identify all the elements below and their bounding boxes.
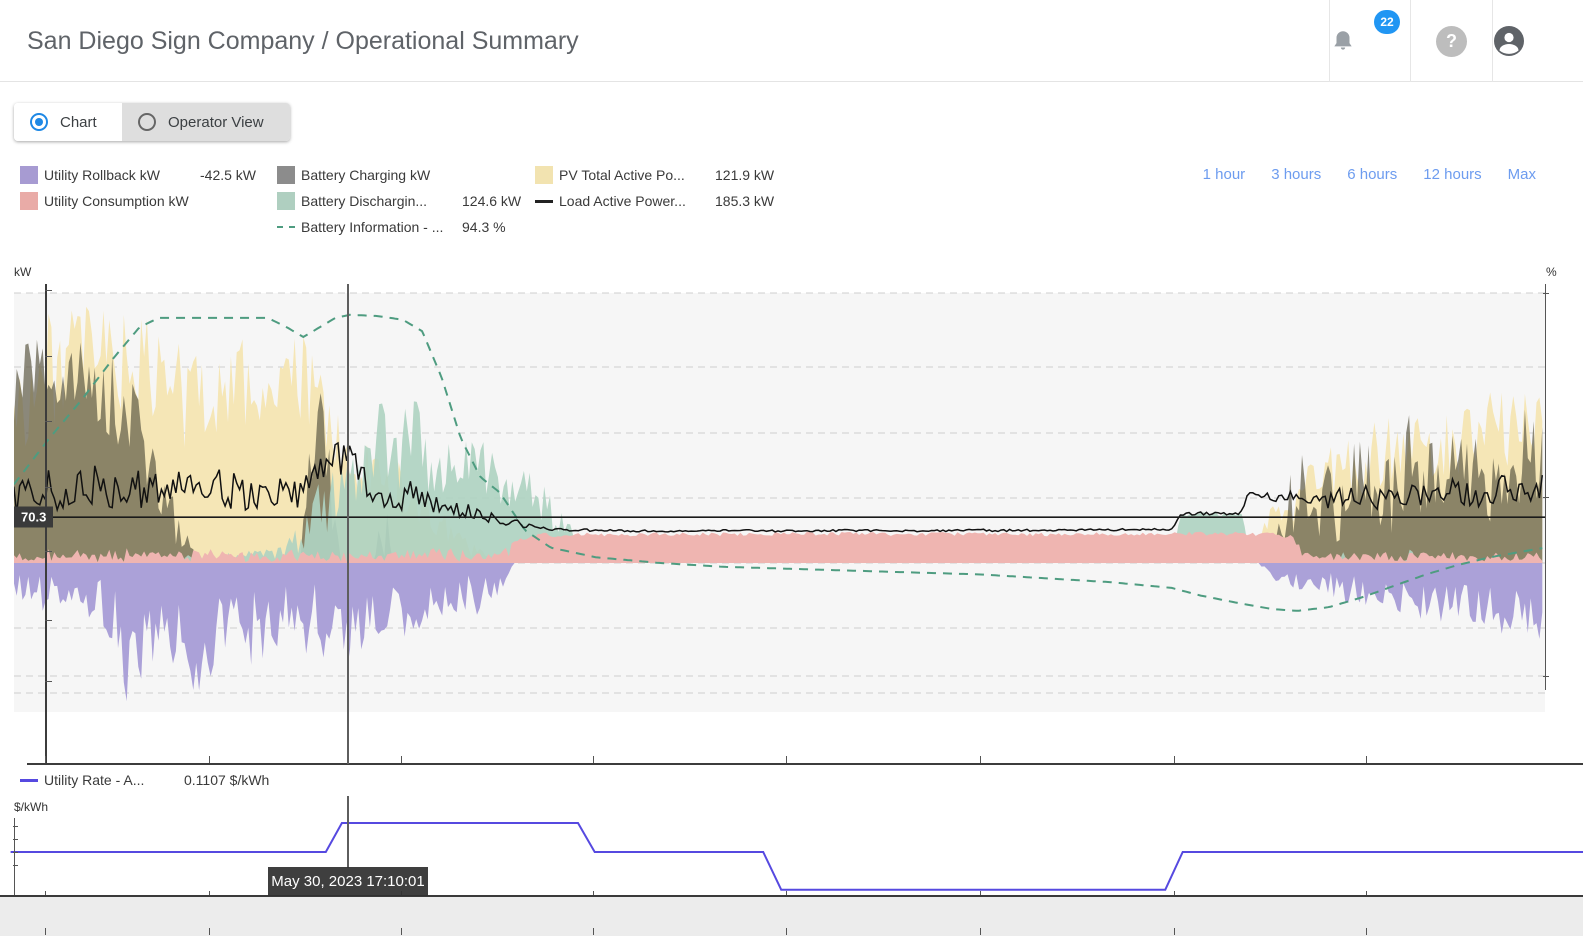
time-range-link[interactable]: 3 hours bbox=[1271, 166, 1322, 183]
page-title: San Diego Sign Company / Operational Sum… bbox=[27, 27, 579, 55]
legend-item[interactable]: Battery Information - ... 94.3 % bbox=[277, 218, 521, 236]
toggle-chart[interactable]: Chart bbox=[14, 103, 122, 141]
legend-label: PV Total Active Po... bbox=[559, 167, 685, 183]
x-axis-line-rate bbox=[0, 895, 1583, 897]
crosshair-tooltip: May 30, 2023 17:10:01 bbox=[268, 867, 428, 896]
y-axis-line-right bbox=[1545, 284, 1547, 690]
legend-item[interactable]: Battery Dischargin... 124.6 kW bbox=[277, 192, 521, 210]
legend-column-3: PV Total Active Po... 121.9 kW Load Acti… bbox=[535, 166, 774, 210]
y-axis-title-pct: % bbox=[1546, 265, 1557, 279]
crosshair-rate bbox=[347, 796, 349, 868]
legend-item[interactable]: Utility Rollback kW -42.5 kW bbox=[20, 166, 256, 184]
x-axis-labels-navigator bbox=[0, 913, 1583, 935]
navigator-strip[interactable] bbox=[0, 897, 1583, 936]
time-range-links: 1 hour 3 hours 6 hours 12 hours Max bbox=[1203, 166, 1536, 183]
legend-label: Utility Consumption kW bbox=[44, 193, 189, 209]
legend-value: 94.3 % bbox=[462, 219, 506, 235]
toggle-chart-label: Chart bbox=[60, 113, 97, 131]
legend-swatch-icon bbox=[277, 166, 295, 184]
time-range-link[interactable]: 1 hour bbox=[1202, 166, 1246, 183]
legend-column-2: Battery Charging kW Battery Dischargin..… bbox=[277, 166, 521, 236]
header: San Diego Sign Company / Operational Sum… bbox=[0, 0, 1583, 82]
rate-legend-item[interactable]: Utility Rate - A... 0.1107 $/kWh bbox=[20, 771, 269, 789]
notification-count-badge: 22 bbox=[1374, 10, 1400, 34]
rate-line-swatch-icon bbox=[20, 778, 38, 782]
legend-label: Utility Rollback kW bbox=[44, 167, 160, 183]
radio-selected-icon bbox=[30, 113, 48, 131]
legend-column-1: Utility Rollback kW -42.5 kW Utility Con… bbox=[20, 166, 256, 210]
legend-item[interactable]: PV Total Active Po... 121.9 kW bbox=[535, 166, 774, 184]
time-range-link[interactable]: 6 hours bbox=[1347, 166, 1398, 183]
rate-axis-title: $/kWh bbox=[14, 800, 49, 814]
x-axis-labels-rate bbox=[0, 877, 1583, 896]
legend-label: Battery Information - ... bbox=[301, 219, 444, 235]
legend-label: Battery Charging kW bbox=[301, 167, 431, 183]
legend-value: -42.5 kW bbox=[200, 167, 257, 183]
legend-label: Battery Dischargin... bbox=[301, 193, 428, 209]
x-axis-line-main bbox=[27, 763, 1583, 765]
legend-label: Load Active Power... bbox=[559, 193, 686, 209]
toggle-operator-view[interactable]: Operator View bbox=[122, 103, 290, 141]
question-icon: ? bbox=[1436, 25, 1467, 57]
y-axis-title-kw: kW bbox=[14, 265, 32, 279]
rate-y-axis-line bbox=[14, 818, 16, 896]
legend-swatch-icon bbox=[535, 199, 553, 203]
notifications-button[interactable]: 22 bbox=[1329, 0, 1410, 82]
legend-item[interactable]: Battery Charging kW bbox=[277, 166, 521, 184]
person-icon bbox=[1494, 26, 1524, 56]
main-chart-canvas[interactable] bbox=[0, 260, 1583, 780]
legend-swatch-icon bbox=[535, 166, 553, 184]
legend-swatch-icon bbox=[277, 226, 295, 228]
toggle-operator-view-label: Operator View bbox=[168, 113, 264, 131]
bell-icon bbox=[1334, 31, 1352, 50]
threshold-badge: 70.3 bbox=[14, 506, 54, 528]
crosshair-main bbox=[347, 284, 349, 764]
legend-swatch-icon bbox=[20, 166, 38, 184]
rate-chart-canvas[interactable] bbox=[0, 796, 1583, 900]
legend-value: 185.3 kW bbox=[715, 193, 775, 209]
view-toggle: Chart Operator View bbox=[14, 103, 290, 141]
help-button[interactable]: ? bbox=[1410, 0, 1492, 82]
time-range-link[interactable]: Max bbox=[1507, 166, 1536, 183]
rate-legend-value: 0.1107 $/kWh bbox=[184, 772, 270, 788]
legend-item[interactable]: Load Active Power... 185.3 kW bbox=[535, 192, 774, 210]
legend-item[interactable]: Utility Consumption kW bbox=[20, 192, 256, 210]
legend-swatch-icon bbox=[20, 192, 38, 210]
rate-legend-label: Utility Rate - A... bbox=[44, 772, 145, 788]
legend-value: 121.9 kW bbox=[715, 167, 775, 183]
radio-unselected-icon bbox=[138, 113, 156, 131]
account-button[interactable] bbox=[1492, 0, 1583, 82]
legend-swatch-icon bbox=[277, 192, 295, 210]
time-range-link[interactable]: 12 hours bbox=[1423, 166, 1482, 183]
legend-value: 124.6 kW bbox=[462, 193, 522, 209]
x-axis-labels-main bbox=[0, 739, 1583, 763]
